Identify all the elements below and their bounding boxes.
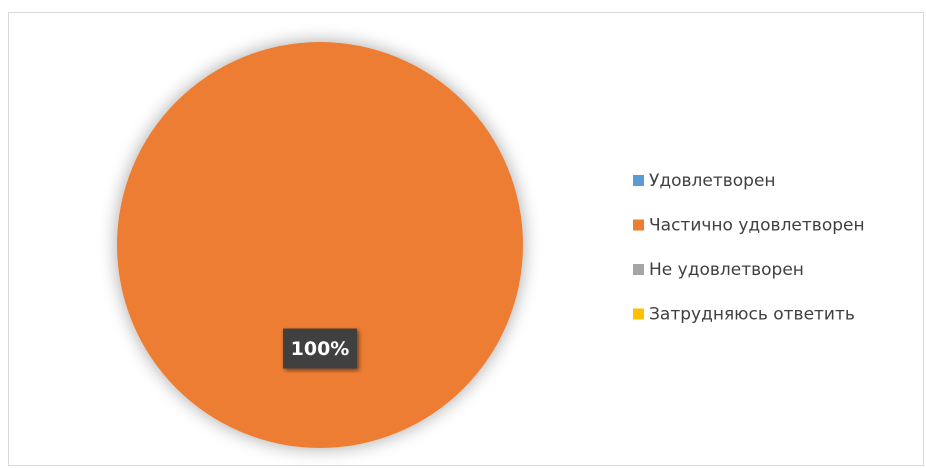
legend-label: Удовлетворен <box>649 171 776 191</box>
legend-swatch <box>633 219 644 231</box>
legend-label: Не удовлетворен <box>649 260 804 280</box>
pie <box>117 42 523 448</box>
pie-slice <box>117 42 523 448</box>
legend-swatch <box>633 308 644 320</box>
data-label: 100% <box>291 338 350 360</box>
legend-label: Затрудняюсь ответить <box>649 305 855 325</box>
legend-label: Частично удовлетворен <box>649 216 865 236</box>
legend-swatch <box>633 175 644 186</box>
data-label-box <box>283 328 357 369</box>
legend-swatch <box>633 264 644 275</box>
